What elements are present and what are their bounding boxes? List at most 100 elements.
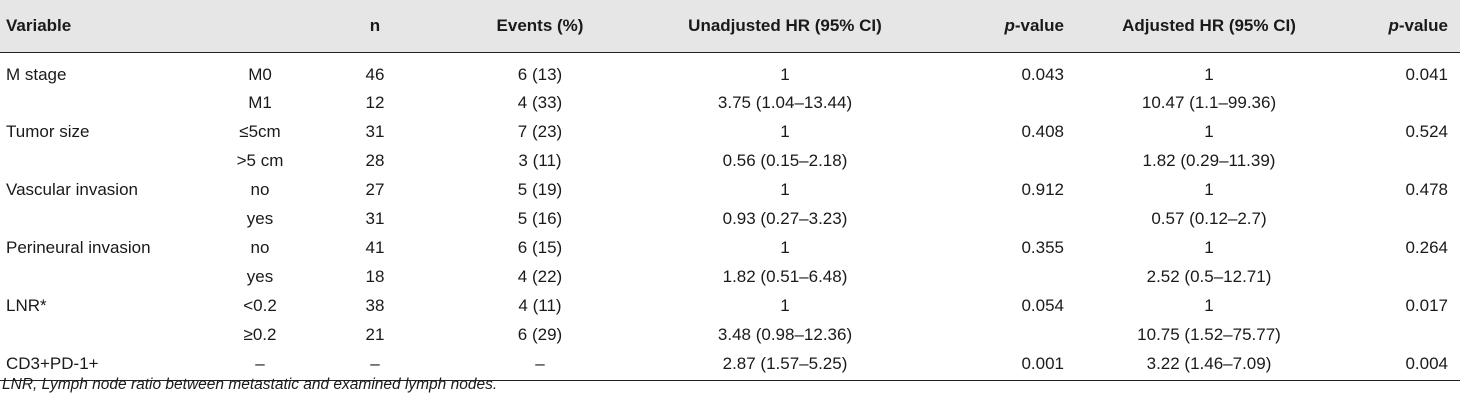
cell-subgroup: no [250, 179, 270, 199]
table-row: yes 31 5 (16) 0.93 (0.27–3.23) 0.57 (0.1… [0, 204, 1460, 233]
header-p-value-adjusted: p-value [1350, 0, 1460, 52]
cell-variable [0, 146, 200, 175]
table-row: M1 12 4 (33) 3.75 (1.04–13.44) 10.47 (1.… [0, 88, 1460, 117]
cell-variable: M stage [6, 65, 67, 84]
header-adjusted-hr: Adjusted HR (95% CI) [1122, 15, 1296, 35]
cell-subgroup: ≥0.2 [243, 324, 277, 344]
cell-unadjusted-hr: 3.75 (1.04–13.44) [717, 92, 853, 112]
cell-adjusted-hr: 10.47 (1.1–99.36) [1141, 92, 1277, 112]
cell-n: 18 [365, 266, 385, 286]
cell-unadjusted-hr: 0.56 (0.15–2.18) [722, 150, 848, 170]
table-footnote: LNR, Lymph node ratio between metastatic… [2, 376, 498, 393]
cell-n: 46 [365, 65, 385, 84]
cell-subgroup: M0 [248, 65, 272, 84]
cell-adjusted-hr: 0.57 (0.12–2.7) [1151, 208, 1267, 228]
table-row: LNR* <0.2 38 4 (11) 1 0.054 1 0.017 [0, 291, 1460, 320]
table-header: Variable n Events (%) Unadjusted HR (95%… [0, 0, 1460, 52]
cell-variable: Perineural invasion [6, 237, 151, 257]
cell-events: 6 (15) [517, 237, 563, 257]
cell-unadjusted-hr: 0.93 (0.27–3.23) [722, 208, 848, 228]
table-row: M stage M0 46 6 (13) 1 0.043 1 0.041 [0, 52, 1460, 88]
cell-adjusted-hr: 1 [1204, 65, 1214, 84]
cell-subgroup: >5 cm [236, 150, 284, 170]
cell-events: 5 (16) [517, 208, 563, 228]
cell-subgroup: M1 [248, 92, 272, 112]
cell-subgroup: no [250, 237, 270, 257]
header-row: Variable n Events (%) Unadjusted HR (95%… [0, 0, 1460, 52]
cell-events: 5 (19) [517, 179, 563, 199]
cell-events: – [535, 354, 545, 374]
cell-p-value-unadjusted: 0.355 [1021, 237, 1064, 257]
cell-n: 21 [365, 324, 385, 344]
cell-events: 6 (29) [517, 324, 563, 344]
cell-adjusted-hr: 1 [1204, 121, 1214, 141]
cell-p-value-adjusted [1350, 204, 1460, 233]
cell-p-value-adjusted [1350, 262, 1460, 291]
cell-adjusted-hr: 1 [1204, 295, 1214, 315]
cell-variable [0, 262, 200, 291]
cell-p-value-unadjusted: 0.001 [1021, 354, 1064, 374]
cell-p-value-unadjusted [920, 204, 1068, 233]
cell-p-value-adjusted [1350, 320, 1460, 349]
cell-variable: Vascular invasion [6, 179, 138, 199]
cell-events: 7 (23) [517, 121, 563, 141]
cell-p-value-unadjusted: 0.043 [1021, 65, 1064, 84]
cell-n: 31 [365, 121, 385, 141]
cell-unadjusted-hr: 1 [780, 295, 790, 315]
cell-events: 4 (33) [517, 92, 563, 112]
cell-p-value-adjusted: 0.041 [1405, 65, 1448, 84]
cell-p-value-adjusted: 0.264 [1405, 237, 1448, 257]
cell-adjusted-hr: 1.82 (0.29–11.39) [1142, 150, 1276, 170]
cell-unadjusted-hr: 1 [780, 237, 790, 257]
cell-n: 27 [365, 179, 385, 199]
cell-variable: LNR* [6, 295, 47, 315]
cell-n: 38 [365, 295, 385, 315]
table-row: ≥0.2 21 6 (29) 3.48 (0.98–12.36) 10.75 (… [0, 320, 1460, 349]
header-p-suffix: -value [1398, 15, 1448, 35]
header-n: n [369, 15, 381, 35]
cell-variable: CD3+PD-1+ [6, 354, 99, 374]
cell-unadjusted-hr: 1.82 (0.51–6.48) [722, 266, 848, 286]
cell-p-value-unadjusted [920, 262, 1068, 291]
cell-unadjusted-hr: 2.87 (1.57–5.25) [722, 354, 848, 374]
cell-p-value-unadjusted: 0.912 [1021, 179, 1064, 199]
cell-p-value-adjusted: 0.524 [1405, 121, 1448, 141]
cell-p-value-adjusted: 0.004 [1405, 354, 1448, 374]
header-unadjusted-hr: Unadjusted HR (95% CI) [688, 15, 882, 35]
cell-variable [0, 88, 200, 117]
header-events: Events (%) [496, 15, 584, 35]
cell-events: 6 (13) [517, 65, 563, 84]
cell-p-value-adjusted: 0.478 [1405, 179, 1448, 199]
cell-variable: Tumor size [6, 121, 90, 141]
cell-n: 12 [365, 92, 385, 112]
cell-p-value-unadjusted [920, 146, 1068, 175]
table-row: Tumor size ≤5cm 31 7 (23) 1 0.408 1 0.52… [0, 117, 1460, 146]
cell-adjusted-hr: 1 [1204, 237, 1214, 257]
cell-events: 4 (11) [518, 295, 562, 315]
header-variable: Variable [6, 15, 72, 35]
cell-subgroup: ≤5cm [239, 121, 281, 141]
cell-unadjusted-hr: 1 [780, 65, 790, 84]
cell-unadjusted-hr: 1 [780, 121, 790, 141]
header-p-value-unadjusted: p-value [920, 0, 1068, 52]
table-body: M stage M0 46 6 (13) 1 0.043 1 0.041 M1 … [0, 52, 1460, 380]
cell-n: – [370, 354, 380, 374]
cell-adjusted-hr: 10.75 (1.52–75.77) [1137, 324, 1281, 344]
cell-adjusted-hr: 3.22 (1.46–7.09) [1146, 354, 1272, 374]
cell-variable [0, 320, 200, 349]
cell-p-value-unadjusted [920, 88, 1068, 117]
table-row: yes 18 4 (22) 1.82 (0.51–6.48) 2.52 (0.5… [0, 262, 1460, 291]
cell-variable [0, 204, 200, 233]
cell-p-value-adjusted: 0.017 [1405, 295, 1448, 315]
cell-subgroup: yes [246, 266, 274, 286]
table-row: Perineural invasion no 41 6 (15) 1 0.355… [0, 233, 1460, 262]
cell-p-value-unadjusted: 0.408 [1021, 121, 1064, 141]
cell-events: 3 (11) [518, 150, 562, 170]
cell-n: 41 [365, 237, 385, 257]
cell-p-value-adjusted [1350, 146, 1460, 175]
header-p-italic: p [1004, 15, 1015, 35]
cell-p-value-adjusted [1350, 88, 1460, 117]
cell-unadjusted-hr: 1 [780, 179, 790, 199]
cell-p-value-unadjusted [920, 320, 1068, 349]
